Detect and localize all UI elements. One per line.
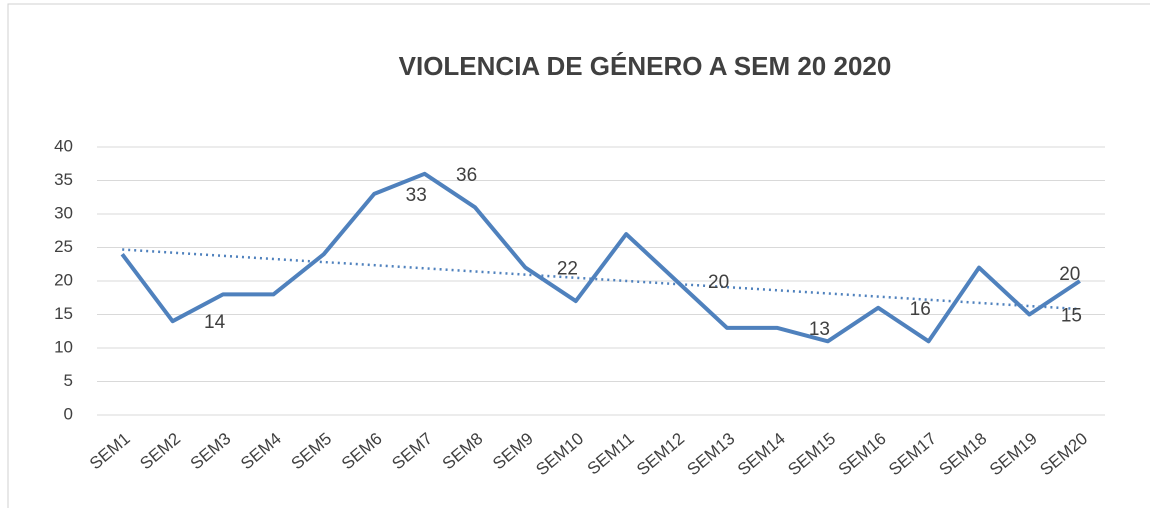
x-tick-label: SEM15 [784, 429, 839, 479]
y-tick-label: 35 [54, 170, 73, 189]
y-tick-label: 30 [54, 203, 73, 222]
data-label: 22 [557, 259, 578, 280]
x-tick-label: SEM11 [584, 429, 638, 479]
y-tick-label: 5 [64, 371, 73, 390]
x-tick-label: SEM19 [986, 429, 1041, 479]
data-label: 15 [1061, 306, 1082, 327]
chart-title: VIOLENCIA DE GÉNERO A SEM 20 2020 [399, 51, 892, 81]
y-tick-label: 0 [64, 404, 73, 423]
x-tick-label: SEM4 [237, 429, 285, 473]
data-label: 16 [910, 299, 931, 320]
x-tick-label: SEM12 [633, 429, 688, 479]
x-tick-label: SEM6 [338, 429, 386, 473]
data-line [120, 171, 1081, 344]
x-tick-label: SEM3 [187, 429, 235, 473]
data-label: 36 [456, 165, 477, 186]
y-tick-label: 40 [54, 136, 73, 155]
x-tick-label: SEM14 [734, 429, 789, 479]
chart-frame [7, 3, 1150, 508]
x-tick-label: SEM9 [489, 429, 537, 473]
x-tick-label: SEM17 [885, 429, 940, 479]
y-tick-label: 25 [54, 237, 73, 256]
data-label: 33 [406, 185, 427, 206]
x-tick-label: SEM1 [86, 429, 134, 473]
x-tick-label: SEM18 [936, 429, 991, 479]
data-label: 14 [204, 312, 226, 333]
x-tick-label: SEM13 [684, 429, 739, 479]
y-tick-label: 15 [54, 304, 73, 323]
x-tick-label: SEM5 [288, 429, 336, 473]
x-tick-label: SEM7 [388, 429, 436, 473]
trendline [122, 248, 1080, 311]
data-label: 20 [708, 272, 729, 293]
y-tick-label: 20 [54, 270, 73, 289]
data-label: 13 [809, 319, 830, 340]
x-tick-label: SEM16 [835, 429, 890, 479]
x-tick-label: SEM2 [136, 429, 184, 473]
y-tick-label: 10 [54, 337, 73, 356]
x-tick-label: SEM10 [532, 429, 587, 479]
data-label: 20 [1059, 264, 1080, 285]
x-tick-label: SEM20 [1036, 429, 1091, 479]
x-tick-label: SEM8 [439, 429, 487, 473]
